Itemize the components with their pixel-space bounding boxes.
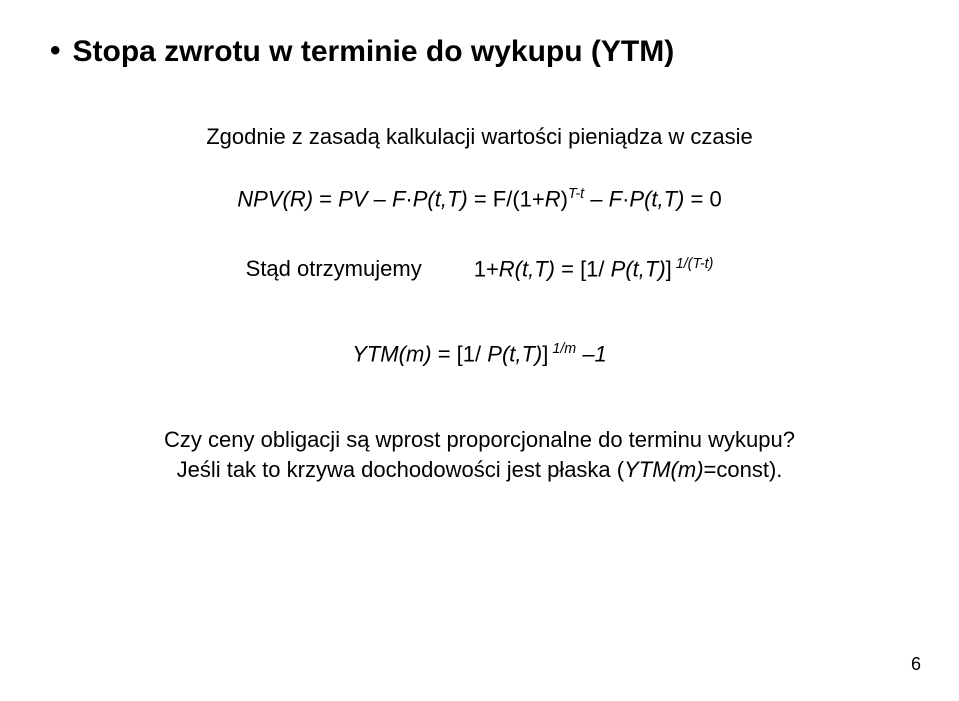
- eq3-rhs: P(t,T): [487, 341, 542, 366]
- eq1-rhs-d: P(t,T): [629, 186, 684, 211]
- eq1-rhs-c: F/: [493, 186, 513, 211]
- eq1-R: R: [545, 186, 561, 211]
- eq2-exp: 1/(T-t): [672, 256, 714, 272]
- para-line2b: YTM(m): [624, 457, 703, 482]
- eq2-rhs: P(t,T): [611, 257, 666, 282]
- title-row: • Stopa zwrotu w terminie do wykupu (YTM…: [50, 34, 909, 70]
- eq3-tail: –1: [576, 341, 607, 366]
- eq3-eq: = [1/: [432, 341, 488, 366]
- bullet: •: [50, 34, 61, 67]
- eq1-rhs-b: P(t,T): [413, 186, 468, 211]
- eq2-lhs: R(t,T): [499, 257, 555, 282]
- eq1-rhs-a: PV – F: [338, 186, 405, 211]
- slide: • Stopa zwrotu w terminie do wykupu (YTM…: [0, 0, 959, 701]
- eq1-eq3: = 0: [684, 186, 721, 211]
- eq1-lhs: NPV(R): [237, 186, 313, 211]
- eq2-eq: = [1/: [555, 257, 611, 282]
- eq1-eq2: =: [468, 186, 493, 211]
- equation-npv: NPV(R) = PV – F·P(t,T) = F/(1+R)T-t – F·…: [50, 186, 909, 212]
- eq1-exp1: T-t: [568, 186, 584, 202]
- eq3-exp: 1/m: [548, 341, 576, 357]
- eq1-minus: – F: [584, 186, 622, 211]
- eq1-paren2: ): [561, 186, 568, 211]
- intro-text: Zgodnie z zasadą kalkulacji wartości pie…: [50, 124, 909, 150]
- eq2-lhs-prefix: 1+: [474, 257, 499, 282]
- page-title: Stopa zwrotu w terminie do wykupu (YTM): [73, 34, 675, 70]
- equation-derived: 1+R(t,T) = [1/ P(t,T)] 1/(T-t): [474, 256, 714, 282]
- paragraph: Czy ceny obligacji są wprost proporcjona…: [50, 425, 909, 484]
- eq2-label: Stąd otrzymujemy: [246, 256, 422, 282]
- equation-derived-row: Stąd otrzymujemy 1+R(t,T) = [1/ P(t,T)] …: [50, 256, 909, 282]
- eq1-paren: (1+: [512, 186, 544, 211]
- page-number: 6: [911, 654, 921, 675]
- para-line2c: =const).: [704, 457, 783, 482]
- eq1-eq: =: [313, 186, 338, 211]
- para-line1: Czy ceny obligacji są wprost proporcjona…: [164, 427, 795, 452]
- para-line2a: Jeśli tak to krzywa dochodowości jest pł…: [177, 457, 625, 482]
- eq1-dot1: ·: [405, 186, 412, 211]
- equation-ytm: YTM(m) = [1/ P(t,T)] 1/m –1: [50, 341, 909, 367]
- eq3-lhs: YTM(m): [352, 341, 431, 366]
